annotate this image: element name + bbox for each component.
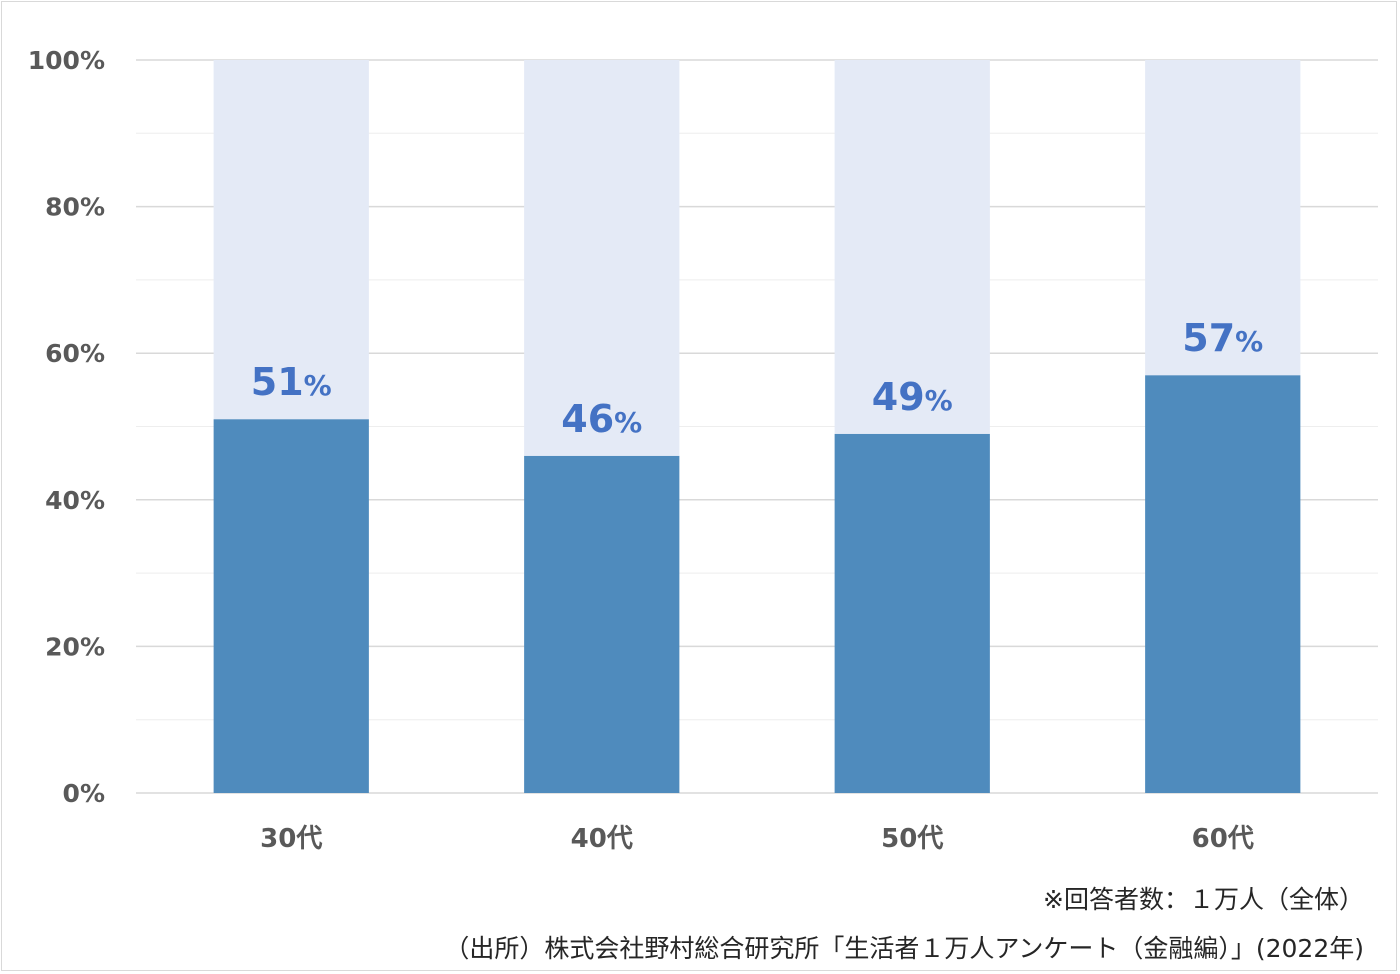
- respondents-note: ※回答者数：１万人（全体）: [1043, 885, 1364, 914]
- bar-value: [834, 433, 990, 793]
- data-label: 51%: [251, 360, 332, 404]
- x-tick-label: 60代: [1192, 824, 1254, 854]
- y-tick-label: 60%: [45, 339, 105, 368]
- data-label: 57%: [1182, 316, 1263, 360]
- data-labels: 51% 46% 49% 57%: [251, 316, 1263, 441]
- bar-remainder: [213, 60, 369, 420]
- bar-value: [213, 419, 369, 793]
- source-note: （出所）株式会社野村総合研究所「生活者１万人アンケート（金融編）」(2022年): [444, 934, 1364, 963]
- bar-remainder: [524, 60, 680, 456]
- bar-remainder: [834, 60, 990, 434]
- x-tick-label: 50代: [881, 824, 943, 854]
- x-tick-label: 30代: [260, 824, 322, 854]
- data-label: 46%: [561, 397, 642, 441]
- y-axis-ticks: 0% 20% 40% 60% 80% 100%: [28, 46, 105, 808]
- bar-value: [524, 455, 680, 793]
- bar-value: [1145, 375, 1301, 793]
- bar-remainder: [1145, 60, 1301, 376]
- bars: [213, 60, 1301, 793]
- y-tick-label: 80%: [45, 193, 105, 222]
- x-axis-ticks: 30代 40代 50代 60代: [260, 824, 1254, 854]
- x-tick-label: 40代: [571, 824, 633, 854]
- y-tick-label: 40%: [45, 486, 105, 515]
- y-tick-label: 100%: [28, 46, 105, 75]
- y-tick-label: 0%: [63, 779, 105, 808]
- y-tick-label: 20%: [45, 632, 105, 661]
- data-label: 49%: [872, 375, 953, 419]
